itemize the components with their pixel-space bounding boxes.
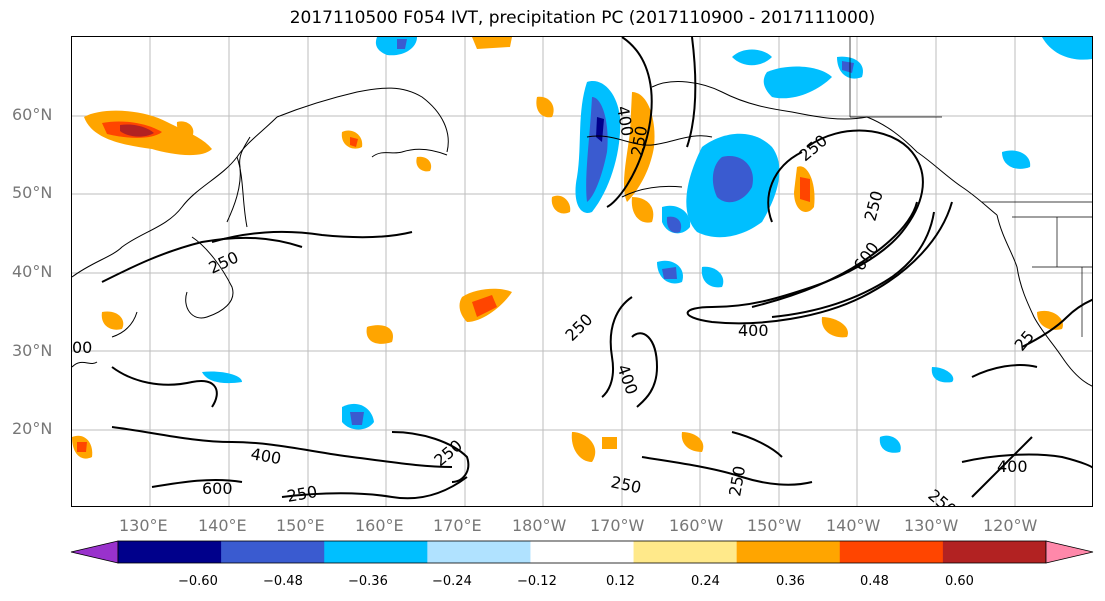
contour-label: 400 <box>738 321 769 340</box>
colorbar-extend-low <box>70 540 119 564</box>
colorbar-segment <box>942 541 1047 563</box>
lat-label-30n: 30°N <box>12 341 53 360</box>
contour-label: 250 <box>725 464 749 497</box>
colorbar-segment <box>633 541 738 563</box>
colorbar-segment <box>324 541 428 563</box>
colorbar-segment <box>530 541 635 563</box>
colorbar-tick-label: −0.24 <box>432 574 472 589</box>
lat-label-40n: 40°N <box>12 262 53 281</box>
lon-label-150e: 150°E <box>276 516 325 535</box>
contour-label: 00 <box>72 338 92 357</box>
lon-label-150w: 150°W <box>747 516 802 535</box>
colorbar-tick-label: −0.12 <box>517 574 557 589</box>
precip-shading <box>72 37 1092 462</box>
lon-label-140e: 140°E <box>198 516 247 535</box>
colorbar-segment <box>839 541 944 563</box>
colorbar-segment <box>427 541 531 563</box>
contour-label: 250 <box>561 310 596 345</box>
contour-label: 250 <box>609 472 643 497</box>
colorbar-tick-label: 0.24 <box>691 574 720 589</box>
lon-label-160e: 160°E <box>355 516 404 535</box>
map-title: 2017110500 F054 IVT, precipitation PC (2… <box>289 8 876 28</box>
borders <box>849 37 1092 337</box>
lat-label-50n: 50°N <box>12 183 53 202</box>
colorbar-segment <box>118 541 222 563</box>
colorbar-tick-label: 0.48 <box>860 574 889 589</box>
colorbar-segment <box>736 541 841 563</box>
contour-label: 400 <box>613 362 641 397</box>
contour-label: 600 <box>202 479 233 498</box>
lon-label-140w: 140°W <box>826 516 881 535</box>
colorbar-tick-label: −0.48 <box>263 574 303 589</box>
lon-label-130w: 130°W <box>904 516 959 535</box>
contour-label: 250 <box>924 486 960 507</box>
contour-label: 250 <box>285 482 318 506</box>
colorbar-tick-label: 0.60 <box>945 574 974 589</box>
colorbar-segment <box>221 541 325 563</box>
colorbar-segments <box>117 540 1047 564</box>
map-panel: 400 250 250 250 250 600 400 250 400 250 … <box>71 36 1093 507</box>
colorbar-tick-label: −0.60 <box>178 574 218 589</box>
lon-label-170e: 170°E <box>433 516 482 535</box>
colorbar <box>70 540 1094 564</box>
lat-label-20n: 20°N <box>12 419 53 438</box>
ivt-contours <box>101 37 1092 500</box>
lat-label-60n: 60°N <box>12 105 53 124</box>
lon-label-180w: 180°W <box>512 516 567 535</box>
colorbar-tick-label: 0.12 <box>606 574 635 589</box>
map-canvas: 400 250 250 250 250 600 400 250 400 250 … <box>72 37 1092 507</box>
contour-label: 400 <box>249 444 282 468</box>
contour-label: 400 <box>997 457 1028 476</box>
colorbar-tick-label: −0.36 <box>348 574 388 589</box>
lon-label-160w: 160°W <box>669 516 724 535</box>
contour-label: 250 <box>430 436 466 470</box>
colorbar-extend-high <box>1045 540 1094 564</box>
coastlines <box>72 81 1092 387</box>
colorbar-tick-label: 0.36 <box>776 574 805 589</box>
lon-label-170w: 170°W <box>590 516 645 535</box>
lon-label-130e: 130°E <box>119 516 168 535</box>
lon-label-120w: 120°W <box>983 516 1038 535</box>
